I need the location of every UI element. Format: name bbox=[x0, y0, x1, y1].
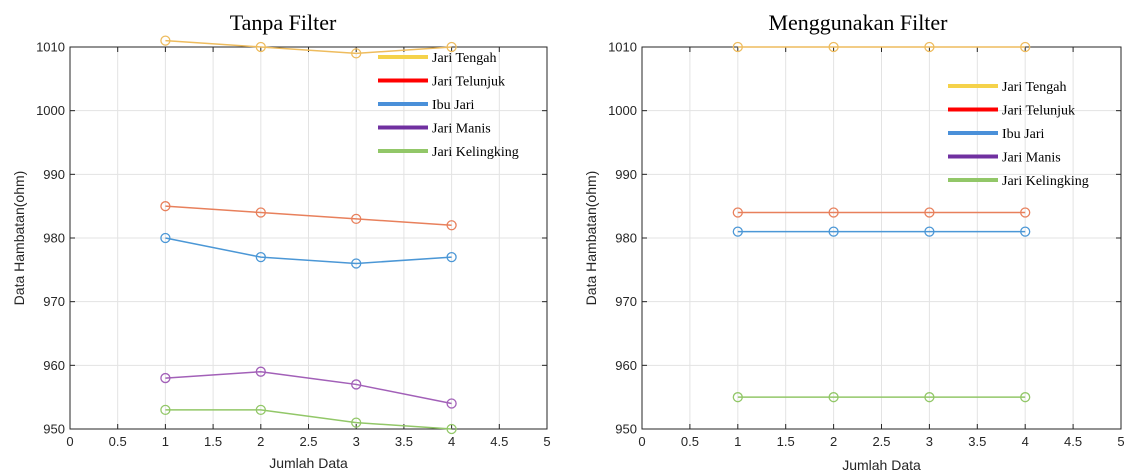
data-point-jari-telunjuk bbox=[351, 213, 362, 225]
data-point-jari-telunjuk bbox=[255, 207, 266, 218]
legend-label-jari-telunjuk: Jari Telunjuk bbox=[432, 75, 505, 90]
data-point-jari-kelingking bbox=[1020, 392, 1031, 403]
x-tick-label: 1 bbox=[734, 434, 741, 449]
x-axis-label: Jumlah Data bbox=[842, 457, 921, 473]
y-tick-label: 980 bbox=[615, 231, 637, 246]
data-point-ibu-jari bbox=[1020, 226, 1031, 237]
x-tick-label: 1.5 bbox=[204, 434, 222, 449]
data-point-jari-tengah bbox=[828, 41, 839, 53]
legend-label-jari-kelingking: Jari Kelingking bbox=[432, 145, 519, 160]
data-point-ibu-jari bbox=[924, 226, 935, 237]
data-point-jari-kelingking bbox=[255, 404, 266, 416]
data-point-jari-kelingking bbox=[732, 392, 743, 403]
data-point-jari-telunjuk bbox=[160, 201, 171, 212]
legend-label-jari-tengah: Jari Tengah bbox=[1002, 80, 1066, 95]
x-tick-label: 2.5 bbox=[299, 434, 317, 449]
x-tick-label: 3 bbox=[353, 434, 360, 449]
x-tick-label: 4.5 bbox=[1064, 434, 1082, 449]
legend-label-jari-tengah: Jari Tengah bbox=[432, 51, 496, 66]
data-point-ibu-jari bbox=[446, 251, 457, 263]
x-tick-label: 1.5 bbox=[777, 434, 795, 449]
series-line-ibu-jari bbox=[165, 237, 452, 265]
data-point-jari-tengah bbox=[160, 35, 171, 46]
legend-label-jari-kelingking: Jari Kelingking bbox=[1002, 174, 1089, 189]
data-point-jari-telunjuk bbox=[1020, 207, 1031, 218]
chart-title: Menggunakan Filter bbox=[768, 10, 948, 35]
x-tick-label: 0 bbox=[66, 434, 73, 449]
chart-menggunakan-filter: 0 0.5 1 1.5 2 2.5 3 3.5 4 4.5 5 950 960 970 980 990 1000… bbox=[583, 10, 1125, 473]
y-tick-label: 960 bbox=[43, 358, 65, 373]
y-axis-label: Data Hambatan(ohm) bbox=[11, 171, 27, 306]
legend-label-ibu-jari: Ibu Jari bbox=[432, 98, 474, 113]
data-point-jari-tengah bbox=[1020, 41, 1031, 53]
data-point-jari-telunjuk bbox=[828, 207, 839, 218]
x-tick-label: 2 bbox=[830, 434, 837, 449]
data-point-jari-telunjuk bbox=[446, 220, 457, 231]
x-tick-label: 5 bbox=[543, 434, 550, 449]
y-axis-label: Data Hambatan(ohm) bbox=[583, 171, 599, 306]
data-point-jari-tengah bbox=[924, 41, 935, 53]
x-tick-label: 0 bbox=[638, 434, 645, 449]
data-point-ibu-jari bbox=[160, 232, 171, 244]
data-point-jari-tengah bbox=[351, 48, 362, 59]
y-tick-label: 980 bbox=[43, 231, 65, 246]
series-line-jari-kelingking bbox=[165, 409, 452, 430]
y-tick-label: 950 bbox=[615, 422, 637, 437]
y-tick-label: 1000 bbox=[608, 103, 637, 118]
y-tick-label: 990 bbox=[43, 167, 65, 182]
x-tick-label: 1 bbox=[162, 434, 169, 449]
y-tick-label: 990 bbox=[615, 167, 637, 182]
x-tick-label: 3.5 bbox=[395, 434, 413, 449]
x-tick-label: 0.5 bbox=[109, 434, 127, 449]
data-point-jari-kelingking bbox=[160, 404, 171, 416]
x-tick-label: 4 bbox=[1022, 434, 1029, 449]
data-point-jari-manis bbox=[446, 398, 457, 409]
legend-label-ibu-jari: Ibu Jari bbox=[1002, 127, 1044, 142]
y-tick-label: 970 bbox=[43, 294, 65, 309]
series-line-jari-telunjuk bbox=[165, 205, 452, 227]
data-point-jari-manis bbox=[351, 379, 362, 390]
chart-tanpa-filter: 0 0.5 1 1.5 2 2.5 3 3.5 4 4.5 5 950 960 970 980 990 1000… bbox=[11, 10, 551, 471]
y-tick-label: 960 bbox=[615, 358, 637, 373]
x-tick-label: 4 bbox=[448, 434, 455, 449]
data-point-jari-telunjuk bbox=[732, 207, 743, 218]
x-tick-label: 3.5 bbox=[968, 434, 986, 449]
data-point-ibu-jari bbox=[732, 226, 743, 237]
data-point-jari-telunjuk bbox=[924, 207, 935, 218]
x-tick-label: 0.5 bbox=[681, 434, 699, 449]
data-point-ibu-jari bbox=[351, 258, 362, 269]
data-point-jari-kelingking bbox=[828, 392, 839, 403]
y-tick-label: 950 bbox=[43, 422, 65, 437]
data-point-jari-kelingking bbox=[924, 392, 935, 403]
x-axis-label: Jumlah Data bbox=[269, 455, 348, 471]
legend-label-jari-manis: Jari Manis bbox=[1002, 151, 1061, 166]
x-tick-label: 4.5 bbox=[490, 434, 508, 449]
y-tick-label: 1010 bbox=[36, 40, 65, 55]
data-point-jari-kelingking bbox=[351, 417, 362, 428]
data-point-jari-tengah bbox=[446, 41, 457, 53]
data-point-jari-tengah bbox=[255, 41, 266, 53]
x-tick-label: 2 bbox=[257, 434, 264, 449]
data-point-jari-kelingking bbox=[446, 423, 457, 435]
data-point-ibu-jari bbox=[255, 251, 266, 263]
data-point-jari-manis bbox=[255, 366, 266, 377]
legend-label-jari-manis: Jari Manis bbox=[432, 122, 491, 137]
data-point-ibu-jari bbox=[828, 226, 839, 237]
y-tick-label: 970 bbox=[615, 294, 637, 309]
data-point-jari-manis bbox=[160, 372, 171, 384]
data-point-jari-tengah bbox=[732, 41, 743, 53]
series-line-jari-tengah bbox=[165, 39, 452, 55]
y-tick-label: 1010 bbox=[608, 40, 637, 55]
chart-title: Tanpa Filter bbox=[230, 10, 337, 35]
x-tick-label: 2.5 bbox=[872, 434, 890, 449]
y-tick-label: 1000 bbox=[36, 103, 65, 118]
x-tick-label: 3 bbox=[926, 434, 933, 449]
legend-label-jari-telunjuk: Jari Telunjuk bbox=[1002, 104, 1075, 119]
x-tick-label: 5 bbox=[1117, 434, 1124, 449]
series-line-jari-manis bbox=[165, 370, 452, 405]
